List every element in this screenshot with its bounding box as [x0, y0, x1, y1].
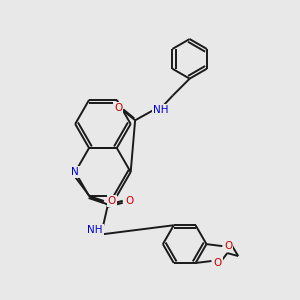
Text: O: O	[126, 196, 134, 206]
Text: O: O	[114, 103, 122, 113]
Text: NH: NH	[87, 226, 103, 236]
Text: N: N	[71, 167, 79, 177]
Text: O: O	[224, 241, 232, 251]
Text: O: O	[108, 196, 116, 206]
Text: NH: NH	[153, 105, 169, 116]
Text: O: O	[213, 258, 221, 268]
